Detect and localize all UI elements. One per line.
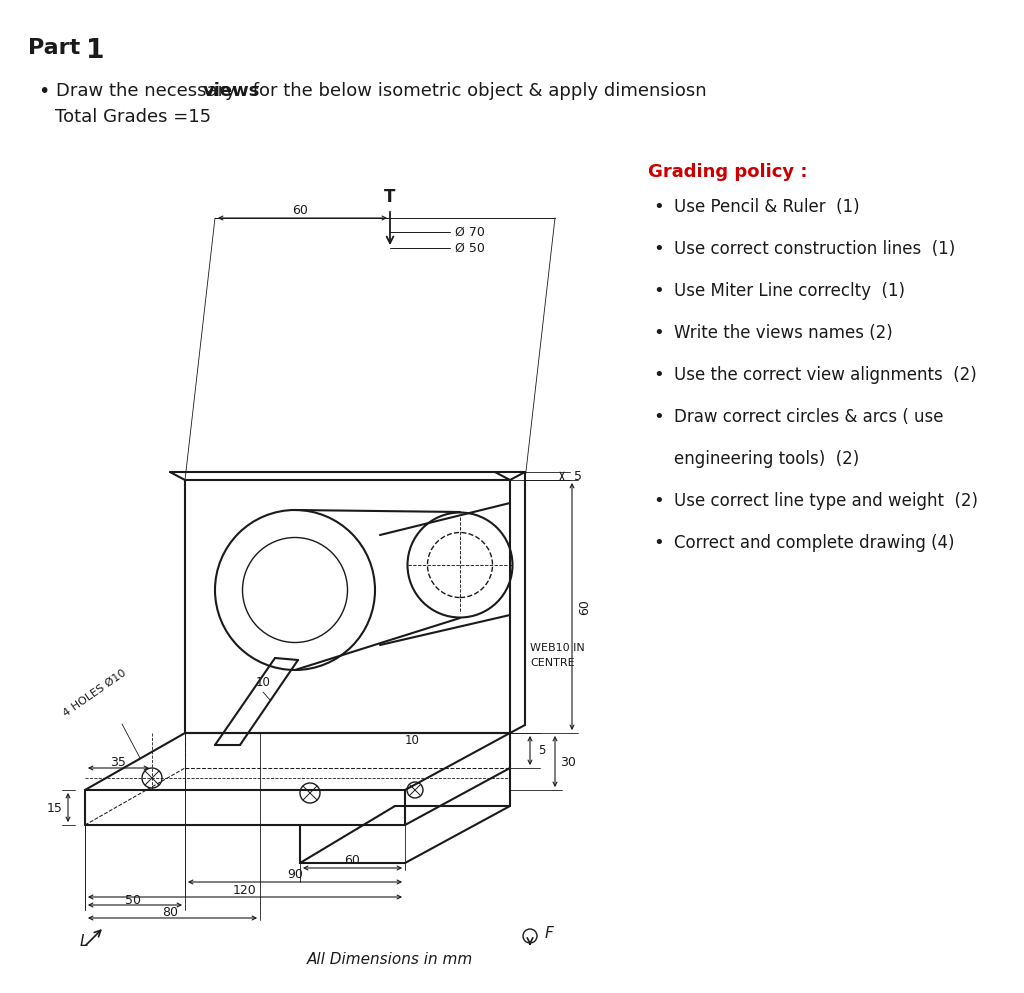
Text: Correct and complete drawing (4): Correct and complete drawing (4) — [674, 534, 954, 552]
Text: All Dimensions in mm: All Dimensions in mm — [307, 952, 473, 967]
Text: Part: Part — [28, 38, 88, 58]
Text: 1: 1 — [86, 38, 104, 64]
Text: •: • — [653, 240, 664, 258]
Text: 120: 120 — [233, 884, 257, 897]
Text: 60: 60 — [579, 599, 592, 615]
Text: 4 HOLES Ø10: 4 HOLES Ø10 — [61, 667, 128, 718]
Text: 5: 5 — [539, 744, 546, 757]
Text: 30: 30 — [560, 756, 575, 769]
Text: Draw correct circles & arcs ( use: Draw correct circles & arcs ( use — [674, 408, 943, 426]
Text: T: T — [384, 188, 395, 206]
Text: Draw the necessary: Draw the necessary — [56, 82, 242, 100]
Text: •: • — [653, 492, 664, 510]
Text: 10: 10 — [256, 676, 270, 689]
Text: •: • — [653, 198, 664, 216]
Text: WEB10 IN: WEB10 IN — [530, 643, 585, 653]
Text: •: • — [653, 282, 664, 300]
Text: •: • — [653, 366, 664, 384]
Text: 90: 90 — [287, 869, 303, 882]
Text: 15: 15 — [47, 801, 62, 814]
Text: 35: 35 — [110, 756, 126, 769]
Text: •: • — [653, 534, 664, 552]
Text: •: • — [653, 408, 664, 426]
Text: Use the correct view alignments  (2): Use the correct view alignments (2) — [674, 366, 977, 384]
Text: F: F — [545, 925, 554, 940]
Text: 80: 80 — [162, 907, 178, 920]
Text: •: • — [653, 324, 664, 342]
Text: Ø 50: Ø 50 — [455, 241, 485, 254]
Text: Write the views names (2): Write the views names (2) — [674, 324, 893, 342]
Text: Use correct construction lines  (1): Use correct construction lines (1) — [674, 240, 955, 258]
Text: Use correct line type and weight  (2): Use correct line type and weight (2) — [674, 492, 978, 510]
Text: 5: 5 — [574, 470, 582, 483]
Text: 10: 10 — [404, 734, 420, 747]
Text: Ø 70: Ø 70 — [455, 225, 485, 238]
Text: 60: 60 — [292, 205, 308, 217]
Text: Total Grades =15: Total Grades =15 — [55, 108, 211, 126]
Text: views: views — [203, 82, 260, 100]
Text: for the below isometric object & apply dimensiosn: for the below isometric object & apply d… — [247, 82, 707, 100]
Text: •: • — [38, 82, 49, 101]
Text: CENTRE: CENTRE — [530, 658, 574, 668]
Text: Use Miter Line correclty  (1): Use Miter Line correclty (1) — [674, 282, 905, 300]
Text: 50: 50 — [125, 894, 141, 907]
Text: engineering tools)  (2): engineering tools) (2) — [674, 450, 859, 468]
Text: 60: 60 — [344, 855, 360, 868]
Text: L: L — [80, 934, 88, 949]
Text: Use Pencil & Ruler  (1): Use Pencil & Ruler (1) — [674, 198, 859, 216]
Text: Grading policy :: Grading policy : — [648, 163, 808, 181]
